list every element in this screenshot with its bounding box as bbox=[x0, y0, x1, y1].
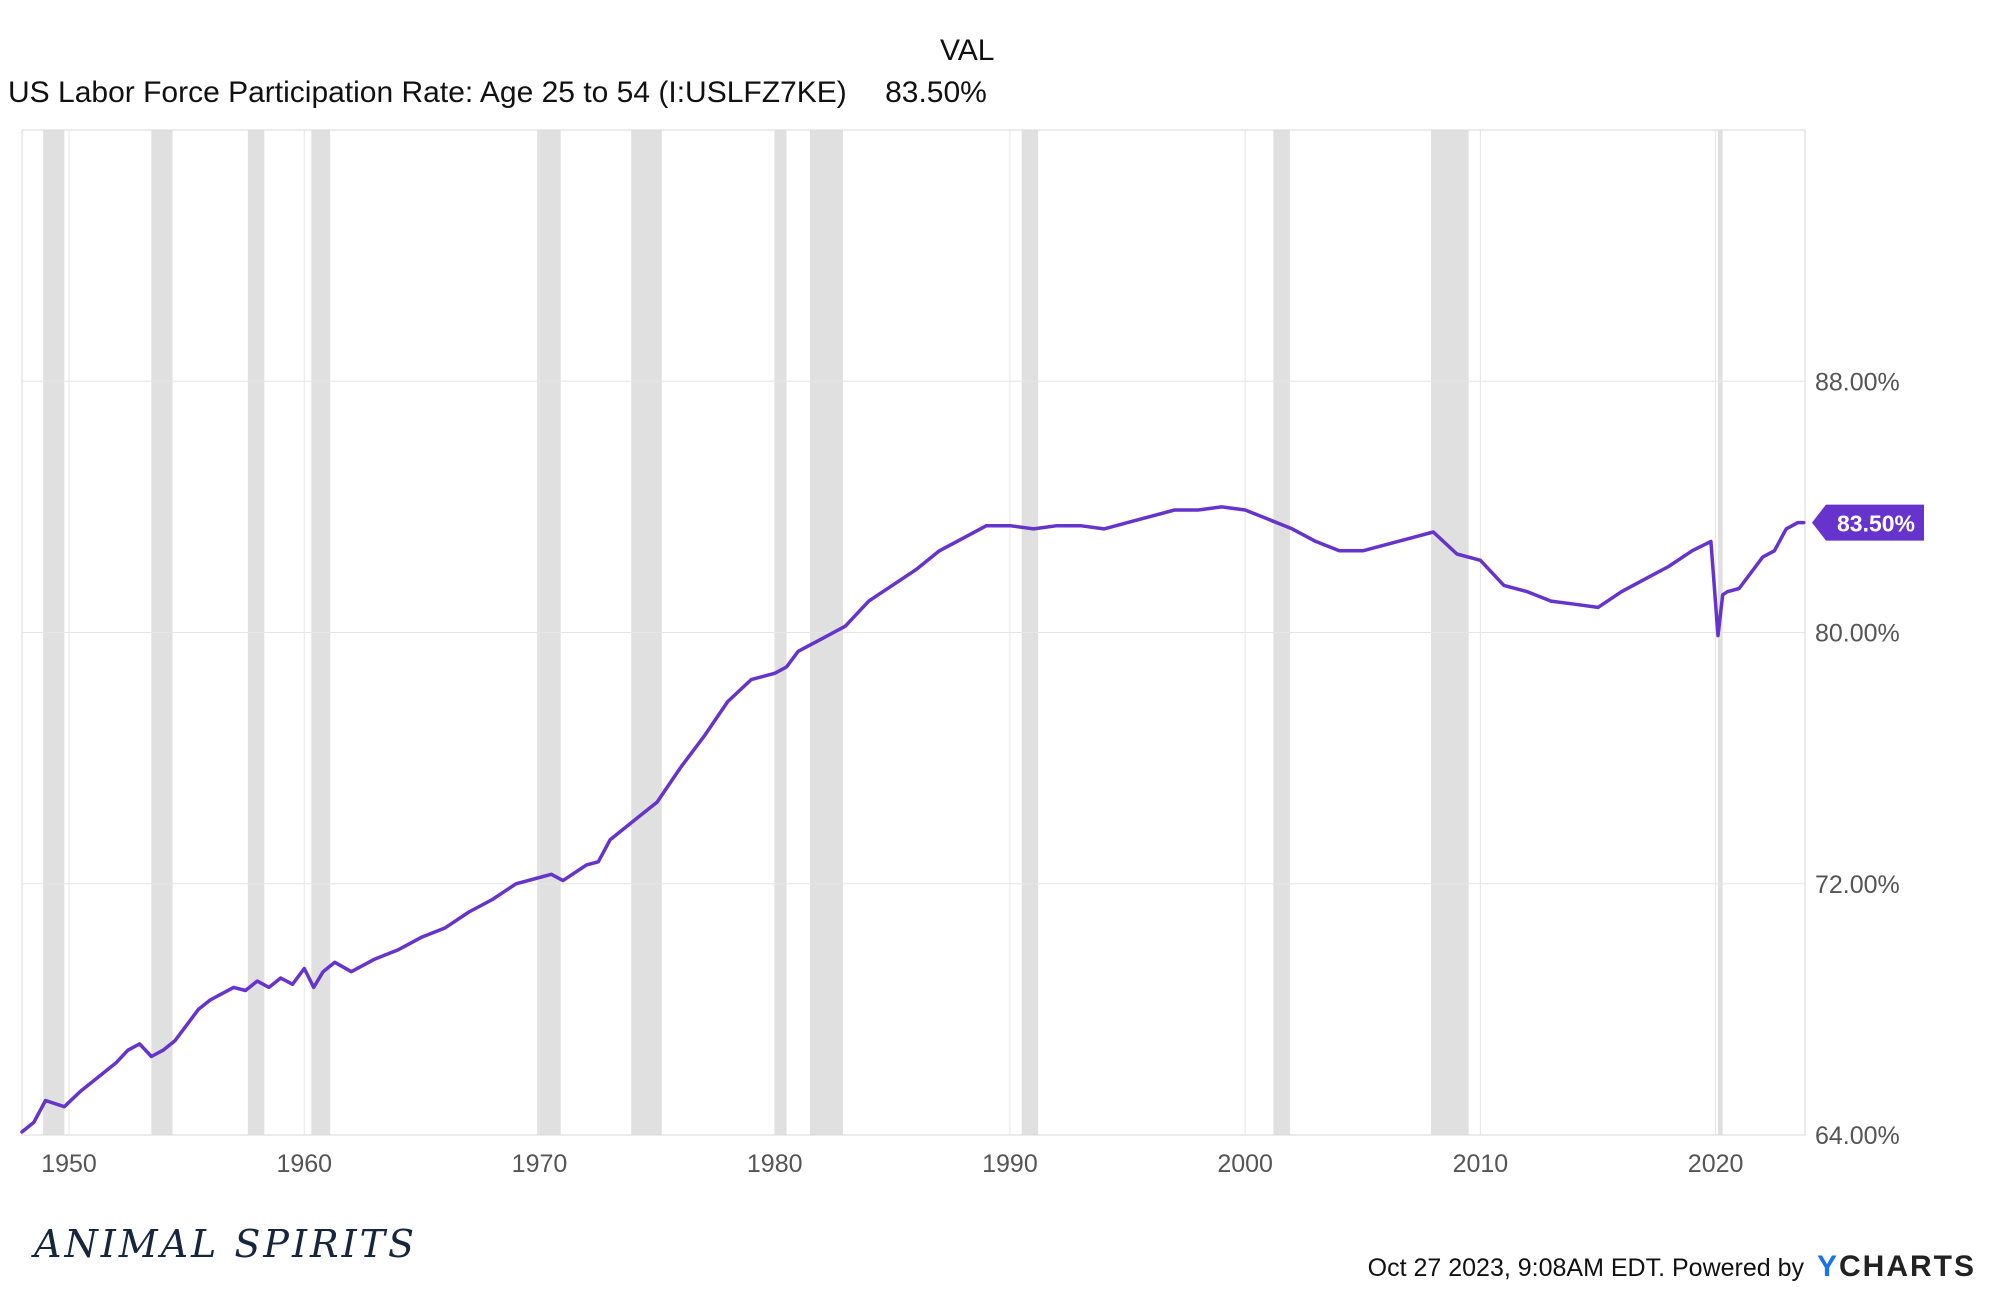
legend-entry: US Labor Force Participation Rate: Age 2… bbox=[8, 76, 987, 110]
x-tick-label: 1990 bbox=[982, 1150, 1038, 1178]
series-name: US Labor Force Participation Rate: Age 2… bbox=[8, 76, 847, 109]
series-line-group bbox=[20, 505, 1806, 1134]
y-tick-label: 88.00% bbox=[1815, 368, 1900, 396]
y-tick-label: 64.00% bbox=[1815, 1122, 1900, 1150]
plot-area-frame bbox=[21, 129, 1806, 1136]
series-latest-value: 83.50% bbox=[885, 76, 987, 109]
last-value-flag-shape bbox=[1812, 504, 1924, 541]
ycharts-logo[interactable]: YCHARTS bbox=[1816, 1250, 1976, 1283]
last-value-flag: 83.50% bbox=[1812, 504, 1924, 541]
y-tick-label: 80.00% bbox=[1815, 620, 1900, 648]
y-tick-label: 72.00% bbox=[1815, 871, 1900, 899]
powered-by-text: Powered by bbox=[1672, 1254, 1805, 1282]
x-tick-label: 2010 bbox=[1453, 1150, 1509, 1178]
x-tick-label: 1980 bbox=[747, 1150, 803, 1178]
column-header-val: VAL bbox=[940, 34, 995, 67]
animal-spirits-logo: ANIMAL SPIRITS bbox=[34, 1222, 417, 1266]
x-tick-label: 1970 bbox=[512, 1150, 568, 1178]
x-tick-label: 2020 bbox=[1688, 1150, 1744, 1178]
series-line bbox=[20, 505, 1806, 1134]
last-value-flag-label: 83.50% bbox=[1837, 511, 1915, 537]
x-tick-label: 1950 bbox=[41, 1150, 97, 1178]
y-axis-tick-labels: 64.00% 72.00% 80.00% 88.00% bbox=[1815, 368, 1900, 1150]
x-axis-tick-labels: 1950 1960 1970 1980 1990 2000 2010 2020 bbox=[41, 1150, 1743, 1178]
x-tick-label: 1960 bbox=[276, 1150, 332, 1178]
timestamp: Oct 27 2023, 9:08AM EDT. bbox=[1367, 1254, 1666, 1282]
footer-credit: Oct 27 2023, 9:08AM EDT. Powered by YCHA… bbox=[1368, 1250, 1976, 1284]
x-tick-label: 2000 bbox=[1217, 1150, 1273, 1178]
